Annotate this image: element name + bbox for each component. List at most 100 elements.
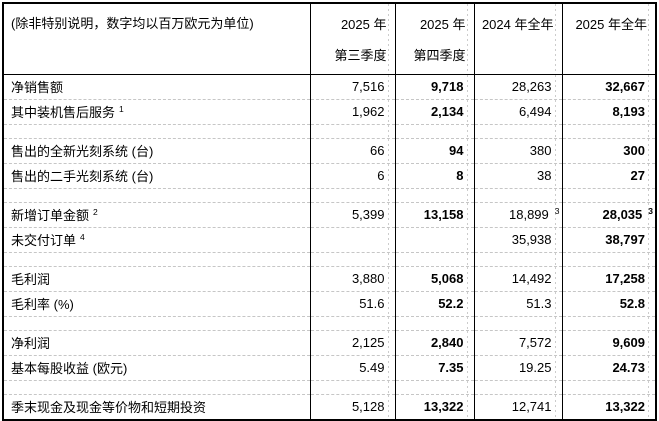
column-header-line1: 2024 年全年 — [481, 17, 554, 32]
value-cell — [394, 252, 474, 267]
value-cell: 5,068 — [394, 266, 474, 292]
table-row: 基本每股收益 (欧元) 5.49 7.35 19.25 24.73 — [2, 355, 656, 381]
value-cell: 8 — [394, 163, 474, 189]
value-text: 7,572 — [518, 335, 552, 350]
value-text: 18,899 — [509, 207, 549, 222]
column-header-line2: 第四季度 — [413, 48, 466, 63]
row-label: 售出的全新光刻系统 (台) — [2, 138, 310, 164]
value-cell: 3,880 — [309, 266, 395, 292]
value-cell — [309, 124, 395, 139]
value-cell: 7,572 — [473, 330, 562, 356]
value-text: 24.73 — [612, 360, 645, 375]
value-cell: 38,797 — [561, 227, 656, 253]
value-cell: 1,962 — [309, 99, 395, 125]
spacer-row — [2, 316, 656, 331]
value-text: 51.6 — [359, 296, 385, 311]
value-cell: 13,322 — [561, 394, 656, 421]
column-header-line1: 2025 年 — [419, 17, 466, 32]
value-text: 27 — [630, 168, 645, 183]
value-text: 8 — [456, 168, 464, 183]
value-cell: 66 — [309, 138, 395, 164]
row-label-text: 基本每股收益 (欧元) — [11, 361, 128, 376]
value-cell — [394, 227, 474, 253]
value-cell: 2,134 — [394, 99, 474, 125]
value-cell: 18,899 3 — [473, 202, 562, 228]
value-cell: 52.8 — [561, 291, 656, 317]
footnote-ref: 4 — [80, 231, 85, 242]
footnote-ref: 2 — [93, 206, 98, 217]
value-text: 7,516 — [351, 79, 385, 94]
column-header-line2: 第三季度 — [334, 48, 387, 63]
table-row: 售出的全新光刻系统 (台) 66 94 380 300 — [2, 138, 656, 164]
spacer-row — [2, 188, 656, 203]
value-text: 5,068 — [430, 271, 464, 286]
row-label: 售出的二手光刻系统 (台) — [2, 163, 310, 189]
value-text: 8,193 — [612, 104, 645, 119]
value-text: 13,322 — [605, 399, 645, 415]
value-cell — [561, 252, 656, 267]
column-header-2025-q4: 2025 年 第四季度 — [394, 3, 474, 75]
value-cell — [394, 188, 474, 203]
value-cell — [309, 316, 395, 331]
value-cell: 6,494 — [473, 99, 562, 125]
row-label: 季末现金及现金等价物和短期投资 — [2, 394, 310, 421]
value-cell: 13,322 — [394, 394, 474, 421]
footnote-ref: 3 — [648, 205, 653, 216]
row-label-text: 季末现金及现金等价物和短期投资 — [11, 400, 207, 416]
table-header: (除非特别说明，数字均以百万欧元为单位) 2025 年 第三季度 2025 年 … — [2, 3, 656, 75]
spacer-row — [2, 124, 656, 139]
value-text: 19.25 — [518, 360, 552, 375]
row-label — [2, 380, 310, 395]
value-cell: 38 — [473, 163, 562, 189]
value-cell — [309, 380, 395, 395]
row-label: 毛利率 (%) — [2, 291, 310, 317]
value-cell: 27 — [561, 163, 656, 189]
value-text: 5.49 — [359, 360, 385, 375]
value-cell — [473, 124, 562, 139]
value-cell: 7.35 — [394, 355, 474, 381]
row-label — [2, 252, 310, 267]
value-text: 32,667 — [605, 79, 645, 94]
table-row: 毛利率 (%) 51.6 52.2 51.3 52.8 — [2, 291, 656, 317]
row-label-text: 其中装机售后服务 — [11, 105, 116, 120]
value-text: 2,125 — [351, 335, 385, 350]
value-text: 380 — [529, 143, 552, 158]
value-cell: 380 — [473, 138, 562, 164]
value-text: 52.8 — [619, 296, 645, 311]
row-label — [2, 124, 310, 139]
value-text: 3,880 — [351, 271, 385, 286]
value-cell: 35,938 — [473, 227, 562, 253]
unit-note: (除非特别说明，数字均以百万欧元为单位) — [2, 3, 310, 75]
value-cell: 32,667 — [561, 74, 656, 100]
row-label-text: 售出的全新光刻系统 (台) — [11, 144, 154, 159]
table-body: 净销售额 7,516 9,718 28,263 32,667 其中装机售后服务 1 1,962… — [2, 74, 656, 421]
column-header-line1: 2025 年全年 — [575, 17, 647, 32]
value-cell — [309, 227, 395, 253]
row-label: 净利润 — [2, 330, 310, 356]
column-header-line1: 2025 年 — [340, 17, 387, 32]
value-text: 2,840 — [430, 335, 464, 350]
value-cell: 2,125 — [309, 330, 395, 356]
value-cell — [561, 188, 656, 203]
value-cell — [561, 316, 656, 331]
header-row: (除非特别说明，数字均以百万欧元为单位) 2025 年 第三季度 2025 年 … — [2, 3, 656, 75]
value-text: 51.3 — [526, 296, 552, 311]
value-text: 94 — [449, 143, 464, 158]
table-row: 新增订单金额 2 5,399 13,158 18,899 3 28,035 3 — [2, 202, 656, 228]
value-text: 38,797 — [605, 232, 645, 247]
value-text: 5,128 — [351, 399, 385, 415]
value-cell — [473, 188, 562, 203]
value-cell: 52.2 — [394, 291, 474, 317]
spacer-row — [2, 252, 656, 267]
value-text: 6,494 — [518, 104, 552, 119]
row-label: 未交付订单 4 — [2, 227, 310, 253]
table-row: 售出的二手光刻系统 (台) 6 8 38 27 — [2, 163, 656, 189]
value-cell: 94 — [394, 138, 474, 164]
value-text: 12,741 — [511, 399, 552, 415]
value-text: 6 — [377, 168, 385, 183]
value-text: 28,263 — [511, 79, 552, 94]
value-cell: 51.3 — [473, 291, 562, 317]
value-cell: 17,258 — [561, 266, 656, 292]
value-text: 1,962 — [351, 104, 385, 119]
